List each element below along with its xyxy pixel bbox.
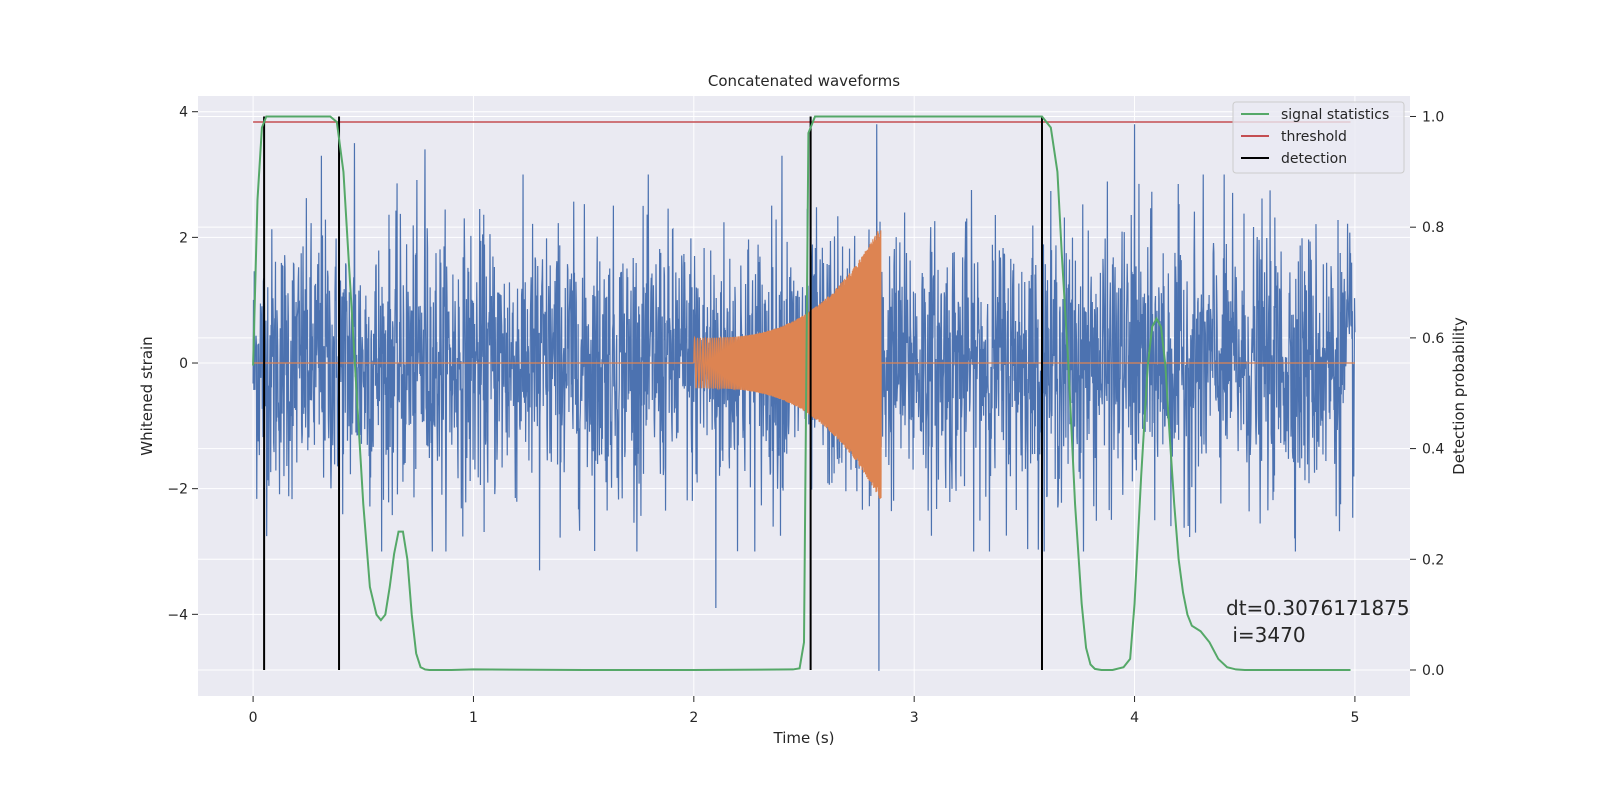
y2-tick-label: 1.0 (1422, 109, 1444, 125)
y2-axis-label: Detection probability (1450, 317, 1468, 475)
y2-tick-label: 0.6 (1422, 331, 1444, 347)
signal-statistics-series (252, 115, 1351, 671)
x-tick-label: 3 (910, 710, 919, 726)
annotation: dt=0.3076171875 i=3470 (1226, 596, 1410, 647)
x-tick-label: 4 (1130, 710, 1139, 726)
signal-statistics-line (252, 115, 1351, 671)
y-tick-label: 0 (179, 356, 188, 372)
y-axis-label: Whitened strain (138, 336, 156, 455)
y-tick-label: −2 (167, 482, 188, 498)
injected-chirp-series (253, 230, 1355, 499)
axis-ticks: 0 1 2 3 4 5 −4 −2 0 2 4 0.0 0.2 0.4 0.6 0.8 1.0 (167, 105, 1444, 726)
x-tick-label: 0 (249, 710, 258, 726)
chart-title: Concatenated waveforms (708, 72, 900, 90)
y-tick-label: 4 (179, 105, 188, 121)
legend-box (1232, 101, 1405, 174)
legend-label: threshold (1281, 129, 1347, 145)
x-tick-label: 2 (689, 710, 698, 726)
y-tick-label: 2 (179, 230, 188, 246)
legend: signal statistics threshold detection (1232, 101, 1405, 174)
x-axis-label: Time (s) (773, 729, 835, 747)
detection-series (263, 116, 1043, 670)
annotation-dt: dt=0.3076171875 (1226, 596, 1410, 620)
y2-tick-label: 0.2 (1422, 552, 1444, 568)
annotation-i: i=3470 (1226, 623, 1306, 647)
y2-tick-label: 0.4 (1422, 442, 1444, 458)
x-tick-label: 5 (1350, 710, 1359, 726)
y2-tick-label: 0.8 (1422, 220, 1444, 236)
y-tick-label: −4 (167, 607, 188, 623)
legend-label: detection (1281, 151, 1347, 167)
legend-label: signal statistics (1281, 107, 1389, 123)
y2-tick-label: 0.0 (1422, 663, 1444, 679)
x-tick-label: 1 (469, 710, 478, 726)
injected-chirp-line (253, 230, 1355, 499)
